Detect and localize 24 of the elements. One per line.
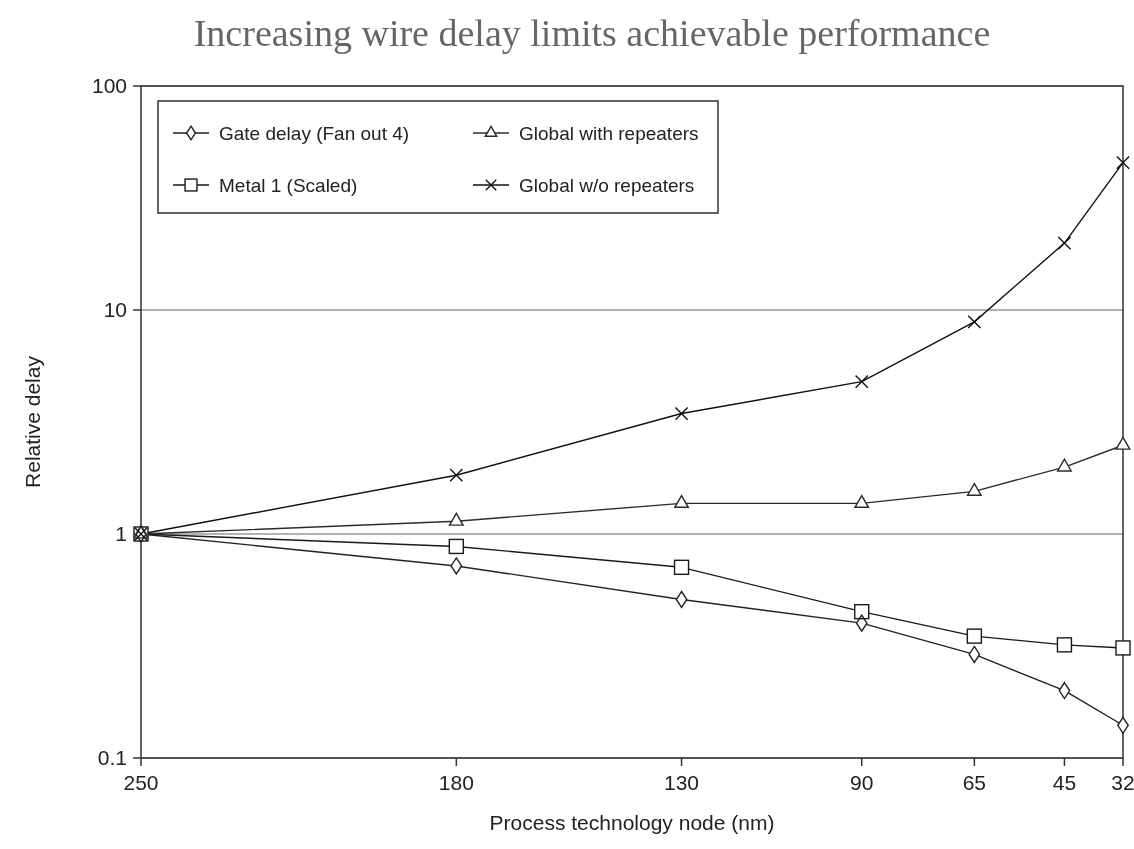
legend-label: Global with repeaters <box>519 123 699 144</box>
legend-label: Global w/o repeaters <box>519 175 695 196</box>
y-tick-label: 0.1 <box>97 746 127 769</box>
x-axis-title: Process technology node (nm) <box>489 811 775 834</box>
x-tick-label: 180 <box>438 771 474 794</box>
y-tick-label: 10 <box>103 298 127 321</box>
legend-label: Metal 1 (Scaled) <box>219 175 358 196</box>
y-axis-title: Relative delay <box>21 355 44 488</box>
x-tick-label: 90 <box>850 771 874 794</box>
point <box>967 315 982 329</box>
point <box>854 374 869 389</box>
x-tick-label: 65 <box>962 771 987 794</box>
x-tick-label: 32 <box>1111 771 1134 794</box>
point <box>449 468 464 483</box>
y-tick-label: 100 <box>91 74 127 97</box>
chart-title: Increasing wire delay limits achievable performance <box>193 12 991 54</box>
point <box>1116 155 1130 170</box>
x-tick-label: 250 <box>123 771 159 794</box>
x-tick-label: 45 <box>1052 771 1077 794</box>
point <box>674 406 689 421</box>
x-tick-label: 130 <box>664 771 700 794</box>
y-tick-label: 1 <box>115 522 127 545</box>
legend-label: Gate delay (Fan out 4) <box>219 123 410 144</box>
point <box>1057 236 1072 250</box>
